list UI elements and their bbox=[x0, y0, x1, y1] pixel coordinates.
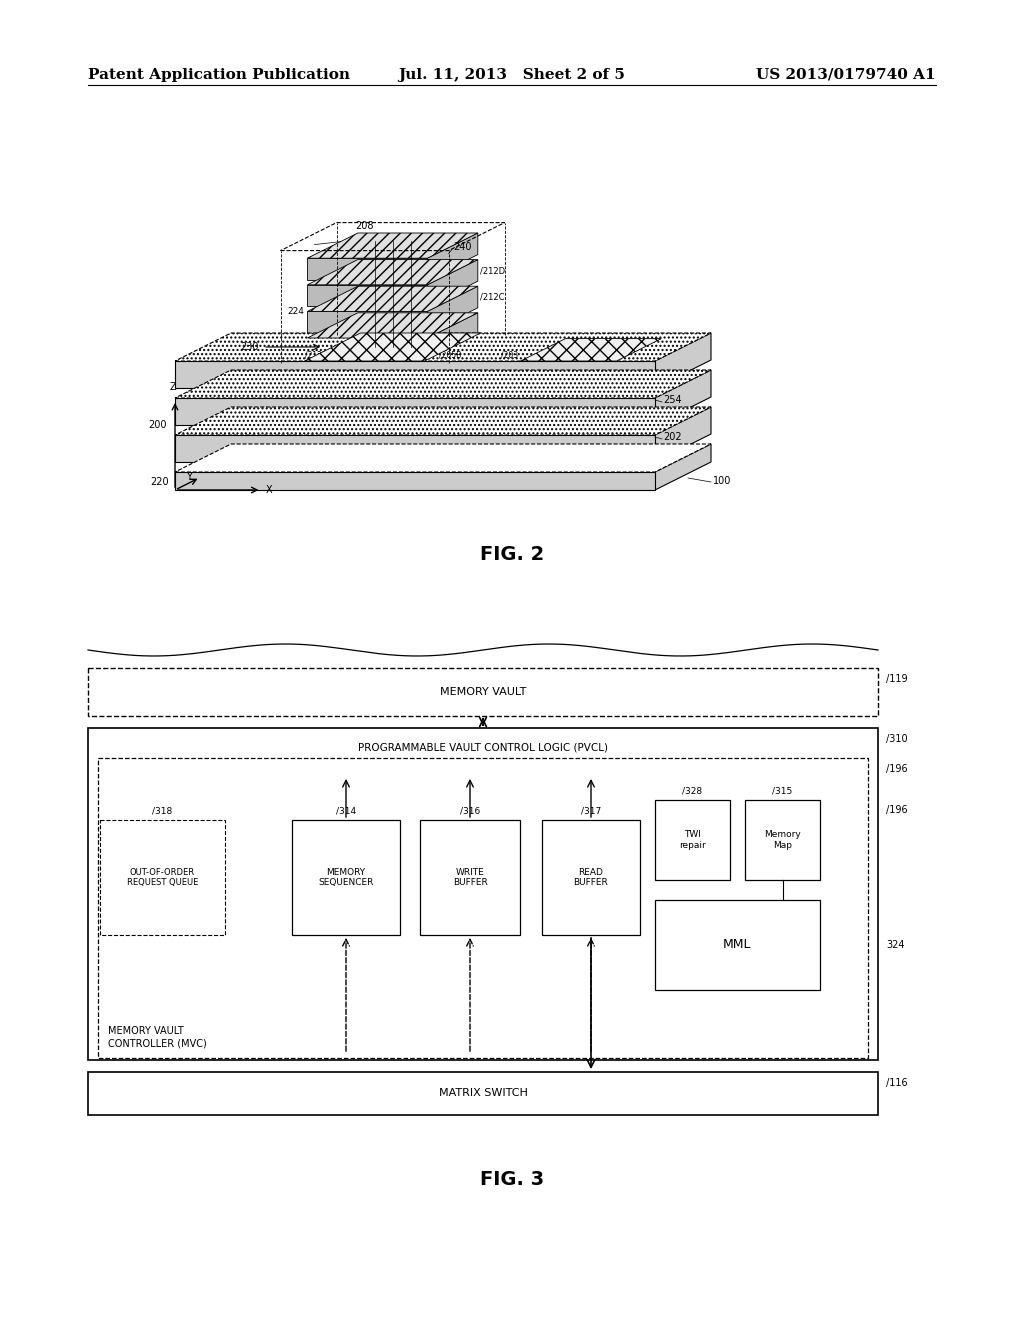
Polygon shape bbox=[427, 260, 478, 306]
Text: 224: 224 bbox=[288, 306, 304, 315]
Polygon shape bbox=[175, 473, 655, 490]
Text: /316: /316 bbox=[460, 807, 480, 816]
Text: /212E /205A: /212E /205A bbox=[304, 350, 351, 359]
Text: 100: 100 bbox=[713, 477, 731, 486]
Text: OUT-OF-ORDER
REQUEST QUEUE: OUT-OF-ORDER REQUEST QUEUE bbox=[127, 867, 199, 887]
Text: /212C: /212C bbox=[479, 292, 504, 301]
Polygon shape bbox=[655, 444, 711, 490]
Polygon shape bbox=[307, 259, 427, 280]
Bar bbox=[420, 820, 520, 935]
Text: /205B: /205B bbox=[439, 350, 461, 359]
Polygon shape bbox=[175, 370, 711, 399]
Text: 220: 220 bbox=[151, 477, 169, 487]
Bar bbox=[88, 729, 878, 1060]
Polygon shape bbox=[307, 338, 427, 359]
Text: 240: 240 bbox=[454, 242, 472, 252]
Text: FIG. 3: FIG. 3 bbox=[480, 1170, 544, 1189]
Bar bbox=[88, 668, 878, 715]
Text: MEMORY VAULT: MEMORY VAULT bbox=[440, 686, 526, 697]
Text: MEMORY
SEQUENCER: MEMORY SEQUENCER bbox=[318, 867, 374, 887]
Polygon shape bbox=[427, 313, 478, 359]
Text: US 2013/0179740 A1: US 2013/0179740 A1 bbox=[757, 69, 936, 82]
Polygon shape bbox=[520, 339, 662, 360]
Bar bbox=[542, 820, 640, 935]
Bar bbox=[88, 1072, 878, 1115]
Polygon shape bbox=[307, 285, 427, 306]
Text: /196: /196 bbox=[886, 764, 907, 774]
Polygon shape bbox=[655, 370, 711, 425]
Text: X: X bbox=[265, 484, 272, 495]
Bar bbox=[745, 800, 820, 880]
Polygon shape bbox=[307, 234, 478, 259]
Bar bbox=[655, 900, 820, 990]
Polygon shape bbox=[304, 333, 480, 360]
Text: MML: MML bbox=[723, 939, 752, 952]
Text: /314: /314 bbox=[336, 807, 356, 816]
Text: /328: /328 bbox=[682, 787, 702, 796]
Text: /310: /310 bbox=[886, 734, 907, 744]
Polygon shape bbox=[307, 313, 478, 338]
Bar bbox=[98, 758, 868, 1059]
Text: TWI
repair: TWI repair bbox=[679, 830, 706, 850]
Text: MATRIX SWITCH: MATRIX SWITCH bbox=[438, 1089, 527, 1098]
Polygon shape bbox=[175, 444, 711, 473]
Bar bbox=[100, 820, 225, 935]
Polygon shape bbox=[175, 436, 655, 462]
Text: Jul. 11, 2013   Sheet 2 of 5: Jul. 11, 2013 Sheet 2 of 5 bbox=[398, 69, 626, 82]
Text: /212D: /212D bbox=[479, 267, 505, 276]
Text: MEMORY VAULT
CONTROLLER (MVC): MEMORY VAULT CONTROLLER (MVC) bbox=[108, 1027, 207, 1048]
Polygon shape bbox=[307, 286, 478, 312]
Text: /315: /315 bbox=[772, 787, 793, 796]
Text: WRITE
BUFFER: WRITE BUFFER bbox=[453, 867, 487, 887]
Text: 254: 254 bbox=[663, 395, 682, 405]
Text: Memory
Map: Memory Map bbox=[764, 830, 801, 850]
Polygon shape bbox=[307, 260, 478, 285]
Text: 208: 208 bbox=[355, 220, 374, 231]
Text: Z: Z bbox=[170, 381, 176, 392]
Text: 324: 324 bbox=[886, 940, 904, 950]
Text: READ
BUFFER: READ BUFFER bbox=[573, 867, 608, 887]
Polygon shape bbox=[175, 360, 655, 388]
Polygon shape bbox=[175, 407, 711, 436]
Text: /116: /116 bbox=[886, 1078, 907, 1088]
Text: 230: 230 bbox=[241, 342, 259, 352]
Text: Patent Application Publication: Patent Application Publication bbox=[88, 69, 350, 82]
Polygon shape bbox=[307, 312, 427, 333]
Polygon shape bbox=[655, 333, 711, 388]
Bar bbox=[292, 820, 400, 935]
Text: 202: 202 bbox=[663, 432, 682, 442]
Text: PROGRAMMABLE VAULT CONTROL LOGIC (PVCL): PROGRAMMABLE VAULT CONTROL LOGIC (PVCL) bbox=[358, 742, 608, 752]
Text: /203: /203 bbox=[502, 350, 518, 359]
Text: 200: 200 bbox=[148, 421, 167, 430]
Text: /119: /119 bbox=[886, 675, 907, 684]
Text: /196: /196 bbox=[886, 805, 907, 814]
Text: Y: Y bbox=[186, 473, 193, 482]
Polygon shape bbox=[427, 234, 478, 280]
Text: /205C: /205C bbox=[568, 350, 591, 359]
Text: /318: /318 bbox=[153, 807, 173, 816]
Text: /317: /317 bbox=[581, 807, 601, 816]
Text: FIG. 2: FIG. 2 bbox=[480, 545, 544, 564]
Polygon shape bbox=[427, 286, 478, 333]
Polygon shape bbox=[175, 333, 711, 360]
Polygon shape bbox=[175, 399, 655, 425]
Polygon shape bbox=[655, 407, 711, 462]
Bar bbox=[655, 800, 730, 880]
